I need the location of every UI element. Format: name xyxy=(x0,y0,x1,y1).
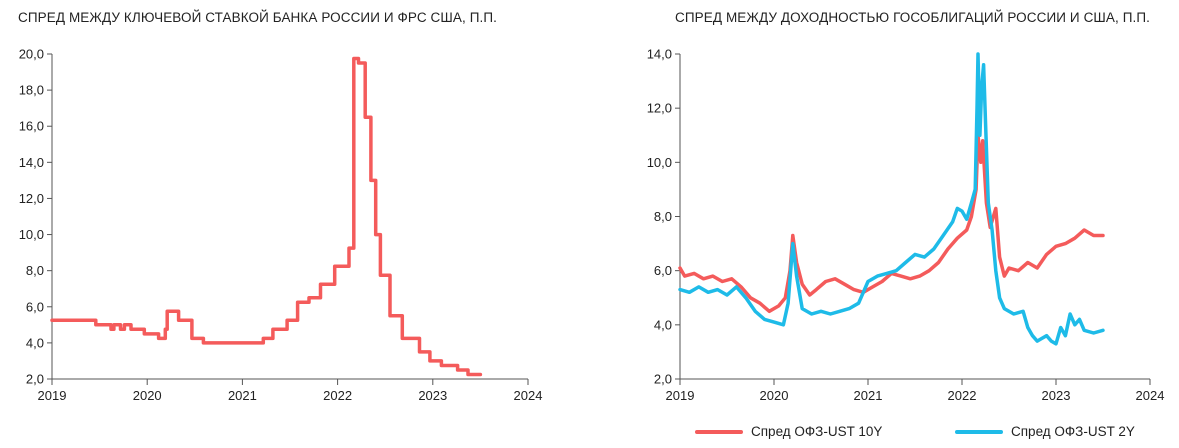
legend: Спред ОФЗ-UST 2Y xyxy=(955,424,1135,439)
y-tick-label: 18,0 xyxy=(19,83,44,98)
y-tick-label: 10,0 xyxy=(19,227,44,242)
x-tick-label: 2020 xyxy=(760,388,789,403)
x-tick-label: 2024 xyxy=(514,388,543,403)
y-tick-label: 4,0 xyxy=(26,335,44,350)
x-tick-label: 2021 xyxy=(228,388,257,403)
chart-key-rate-spread-plot: 2,0 4,0 6,0 8,0 10,0 12,0 14,0 16,0 18,0 20,0 2019… xyxy=(19,47,543,404)
y-tick-label: 2,0 xyxy=(26,372,44,387)
series-line-спред-офз-ust-2y xyxy=(678,52,1105,346)
chart-title: СПРЕД МЕЖДУ ДОХОДНОСТЬЮ ГОСОБЛИГАЦИЙ РОС… xyxy=(675,10,1151,25)
y-tick-label: 4,0 xyxy=(654,317,672,332)
chart-title: СПРЕД МЕЖДУ КЛЮЧЕВОЙ СТАВКОЙ БАНКА РОССИ… xyxy=(18,10,497,25)
y-tick-label: 20,0 xyxy=(19,47,44,62)
x-tick-label: 2020 xyxy=(133,388,162,403)
series-line-спред-офз-ust-10y xyxy=(678,133,1105,314)
legend-swatch-ofz-ust-2y xyxy=(955,429,1003,434)
y-tick-label: 8,0 xyxy=(654,209,672,224)
legend-label-ofz-ust-10y: Спред ОФЗ-UST 10Y xyxy=(751,424,883,439)
x-tick-label: 2019 xyxy=(38,388,67,403)
series-line-спред-ключевой-ставки xyxy=(50,56,483,377)
x-tick-label: 2022 xyxy=(948,388,977,403)
x-tick-label: 2023 xyxy=(418,388,447,403)
y-tick-label: 10,0 xyxy=(647,155,672,170)
y-tick-label: 12,0 xyxy=(647,101,672,116)
y-tick-label: 12,0 xyxy=(19,191,44,206)
y-tick-label: 14,0 xyxy=(647,47,672,62)
x-tick-label: 2022 xyxy=(323,388,352,403)
x-tick-label: 2021 xyxy=(854,388,883,403)
y-tick-label: 8,0 xyxy=(26,263,44,278)
x-tick-label: 2023 xyxy=(1042,388,1071,403)
x-tick-label: 2019 xyxy=(666,388,695,403)
legend-label-ofz-ust-2y: Спред ОФЗ-UST 2Y xyxy=(1011,424,1135,439)
y-tick-label: 16,0 xyxy=(19,119,44,134)
y-tick-label: 2,0 xyxy=(654,372,672,387)
y-tick-label: 6,0 xyxy=(654,263,672,278)
legend-swatch-ofz-ust-10y xyxy=(695,429,743,434)
y-tick-label: 14,0 xyxy=(19,155,44,170)
legend: Спред ОФЗ-UST 10Y xyxy=(695,424,882,439)
y-tick-label: 6,0 xyxy=(26,299,44,314)
x-tick-label: 2024 xyxy=(1136,388,1165,403)
